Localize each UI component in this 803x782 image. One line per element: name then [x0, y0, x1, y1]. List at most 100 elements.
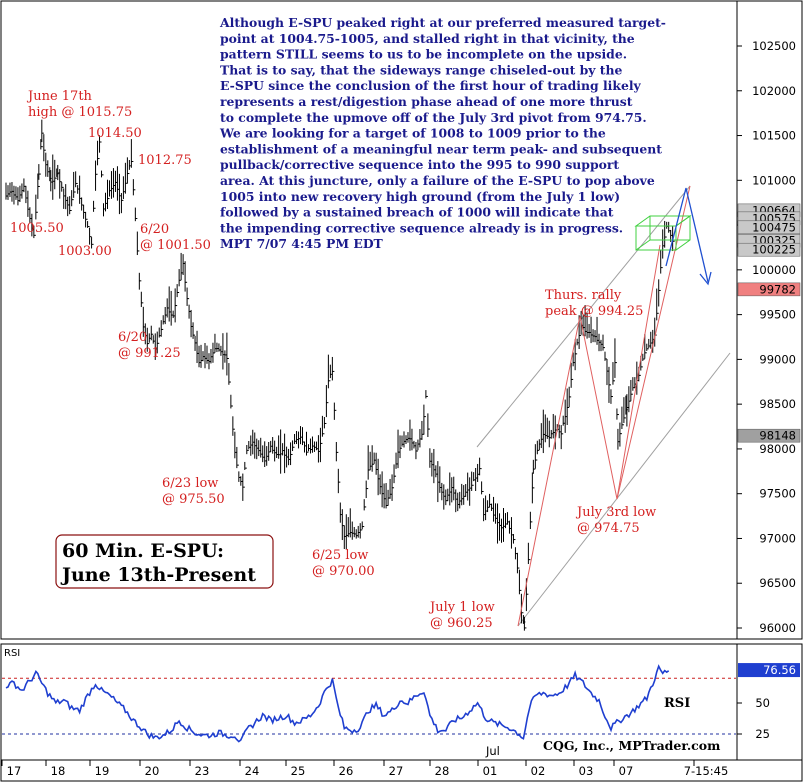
price-bar — [604, 351, 607, 361]
price-bar — [391, 474, 395, 501]
price-bar — [365, 480, 369, 499]
price-tick-label: 96000 — [759, 621, 796, 635]
price-bar — [644, 334, 647, 359]
chart-title-box: 60 Min. E-SPU: June 13th-Present — [55, 534, 274, 589]
price-bar — [574, 339, 578, 371]
price-badge: 99782 — [737, 282, 801, 296]
price-bar — [236, 446, 239, 469]
price-bars — [5, 119, 675, 631]
price-bar — [69, 196, 72, 215]
price-bar — [244, 461, 247, 470]
price-bar — [38, 164, 41, 180]
price-tick-label: 101000 — [752, 173, 796, 187]
price-tick-label: 97500 — [759, 487, 796, 501]
time-tick-label: 07 — [619, 764, 634, 778]
price-bar — [363, 499, 367, 511]
time-tick-label: 24 — [245, 764, 260, 778]
price-bar — [532, 459, 536, 474]
price-bar — [471, 471, 474, 491]
time-tick-label: 18 — [51, 764, 66, 778]
price-annotation: June 17th high @ 1015.75 — [26, 89, 132, 120]
price-annotation: 6/25 low @ 970.00 — [312, 548, 375, 579]
price-bar — [664, 220, 667, 248]
price-bar — [610, 389, 613, 404]
price-annotation: Thurs. rally peak @ 994.25 — [545, 288, 643, 319]
rsi-axis-ticks: 76.56 50 25 — [737, 663, 800, 741]
rsi-panel-frame — [0, 643, 738, 761]
price-bar — [134, 207, 138, 222]
channel-lower-line — [517, 352, 731, 627]
price-bar — [660, 250, 663, 274]
price-bar — [140, 291, 144, 308]
price-bar — [335, 441, 339, 462]
price-tick-label: 99500 — [759, 308, 796, 322]
price-bar — [319, 427, 323, 463]
price-bar — [192, 322, 196, 339]
price-axis-frame — [736, 0, 803, 640]
price-annotation: July 1 low @ 960.25 — [428, 600, 495, 631]
price-bar — [393, 464, 397, 484]
rsi-series-label: RSI — [664, 696, 690, 711]
price-bar — [331, 356, 335, 381]
price-bar — [228, 363, 231, 385]
price-badge: 98148 — [737, 429, 801, 443]
price-bar — [337, 468, 341, 494]
price-bar — [518, 569, 522, 595]
time-tick-label: 03 — [579, 764, 594, 778]
price-bar — [71, 190, 74, 207]
chart-title-line-1: 60 Min. E-SPU: — [62, 540, 224, 562]
price-bar — [73, 171, 76, 198]
price-badge: 100475 — [737, 220, 801, 234]
price-bar — [658, 279, 661, 307]
svg-text:98148: 98148 — [759, 429, 796, 443]
target-zone-box — [634, 215, 692, 251]
price-bar — [61, 182, 64, 192]
price-bar — [321, 415, 325, 437]
price-bar — [97, 140, 100, 166]
price-bar — [608, 366, 611, 403]
price-bar — [614, 338, 617, 378]
price-bar — [59, 169, 62, 199]
price-bar — [621, 406, 624, 430]
price-tick-label: 102000 — [752, 84, 796, 98]
price-bar — [184, 261, 188, 292]
time-axis-ticks: 17 18 19 20 23 24 25 26 27 28 01 02 03 07 7-15:45 — [1, 760, 728, 778]
price-bar — [642, 353, 645, 361]
price-bar — [361, 521, 365, 530]
price-annotations: June 17th high @ 1015.75 1014.50 1012.75 100… — [10, 89, 656, 631]
price-bar — [612, 362, 615, 385]
price-bar — [531, 472, 535, 504]
price-annotation: 6/20 @ 1001.50 — [140, 222, 211, 253]
price-bar — [246, 444, 249, 455]
price-bar — [101, 170, 104, 178]
price-bar — [570, 362, 574, 388]
price-bar — [150, 325, 154, 341]
time-tick-label: 23 — [195, 764, 210, 778]
price-tick-label: 98500 — [759, 397, 796, 411]
price-bar — [425, 390, 428, 399]
price-bar — [99, 135, 102, 153]
price-bar — [566, 388, 570, 425]
price-bar — [146, 327, 150, 352]
price-bar — [106, 179, 110, 209]
projection-arrow — [665, 187, 712, 286]
price-bar — [325, 385, 329, 418]
price-annotation: July 3rd low @ 974.75 — [575, 505, 656, 536]
price-bar — [178, 269, 182, 287]
price-bar — [481, 481, 484, 495]
price-bar — [479, 457, 482, 476]
price-bar — [41, 119, 44, 143]
price-bar — [623, 397, 626, 423]
time-tick-label: 26 — [339, 764, 354, 778]
time-tick-label: 28 — [435, 764, 450, 778]
price-bar — [186, 287, 190, 306]
price-bar — [35, 194, 38, 220]
time-tick-label: 25 — [291, 764, 306, 778]
price-bar — [130, 139, 134, 168]
price-bar — [516, 552, 520, 574]
svg-text:100225: 100225 — [752, 243, 796, 257]
price-bar — [226, 332, 229, 376]
price-annotation: 1003.00 — [58, 244, 112, 259]
